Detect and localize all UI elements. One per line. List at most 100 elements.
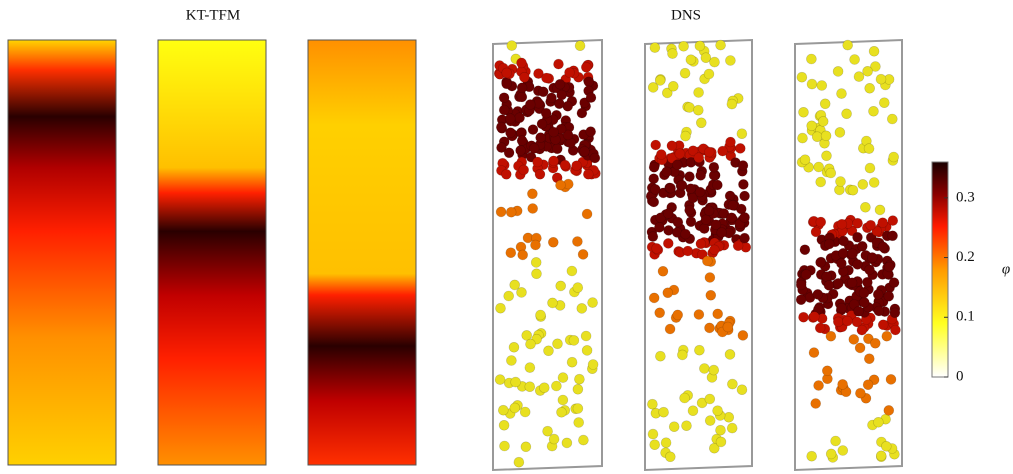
particle [504, 291, 514, 301]
particle [560, 160, 570, 170]
particle [836, 177, 846, 187]
particle [716, 437, 726, 447]
particle [738, 330, 748, 340]
particle [583, 169, 593, 179]
particle [855, 388, 865, 398]
particle [888, 231, 898, 241]
particle [799, 312, 809, 322]
particle [717, 228, 727, 238]
particle [651, 140, 661, 150]
particle [814, 162, 824, 172]
particle [712, 180, 722, 190]
particle [875, 205, 885, 215]
particle [696, 118, 706, 128]
particle [709, 245, 719, 255]
particle [848, 185, 858, 195]
particle [693, 105, 703, 115]
particle [496, 303, 506, 313]
particle [654, 222, 664, 232]
colorbar-label: φ [1002, 261, 1010, 277]
particle [728, 200, 738, 210]
particle [549, 127, 559, 137]
particle [796, 280, 806, 290]
particle [890, 325, 900, 335]
left-title: KT-TFM [186, 7, 240, 23]
particle [858, 179, 868, 189]
particle [713, 406, 723, 416]
particle [699, 224, 709, 234]
particle [539, 383, 549, 393]
particle [696, 170, 706, 180]
particle [501, 169, 511, 179]
particle [536, 310, 546, 320]
particle [818, 116, 828, 126]
particle [557, 407, 567, 417]
particle [886, 374, 896, 384]
particle [648, 429, 658, 439]
particle [704, 69, 714, 79]
particle [800, 155, 810, 165]
particle [499, 93, 509, 103]
particle [694, 345, 704, 355]
colorbar-tick-label: 0.1 [956, 309, 975, 325]
particle [849, 334, 859, 344]
particle [838, 379, 848, 389]
particle [673, 310, 683, 320]
particle [735, 143, 745, 153]
colorbar-tick-label: 0.3 [956, 189, 975, 205]
particle [876, 74, 886, 84]
particle [556, 180, 566, 190]
particle [797, 72, 807, 82]
tfm-panel [158, 40, 266, 465]
particle [686, 55, 696, 65]
colorbar-tick-label: 0 [956, 368, 964, 384]
particle [807, 79, 817, 89]
particle [536, 133, 546, 143]
particle [575, 41, 585, 51]
particle [695, 41, 705, 51]
particle [679, 41, 689, 51]
particle [672, 160, 682, 170]
particle [822, 366, 832, 376]
particle [822, 272, 832, 282]
particle [661, 438, 671, 448]
particle [869, 178, 879, 188]
particle [705, 416, 715, 426]
particle [667, 141, 677, 151]
particle [857, 325, 867, 335]
particle [565, 68, 575, 78]
particle [694, 88, 704, 98]
particle [824, 239, 834, 249]
particle [655, 308, 665, 318]
particle [727, 213, 737, 223]
particle [507, 41, 517, 51]
particle [814, 381, 824, 391]
particle [562, 438, 572, 448]
tfm-panel [8, 40, 116, 465]
particle [809, 312, 819, 322]
particle [807, 451, 817, 461]
particle [820, 99, 830, 109]
particle [516, 145, 526, 155]
particle [537, 119, 547, 129]
particle [713, 309, 723, 319]
particle [685, 103, 695, 113]
particle [582, 209, 592, 219]
colorbar [932, 162, 948, 377]
particle [878, 320, 888, 330]
particle [680, 68, 690, 78]
particle [890, 308, 900, 318]
particle [556, 281, 566, 291]
particle [647, 399, 657, 409]
particle [809, 348, 819, 358]
particle [578, 249, 588, 259]
particle [510, 280, 520, 290]
colorbar-tick-label: 0.2 [956, 249, 975, 265]
particle [826, 331, 836, 341]
particle [582, 345, 592, 355]
particle [727, 379, 737, 389]
particle [533, 157, 543, 167]
particle [665, 324, 675, 334]
particle [553, 339, 563, 349]
particle [865, 163, 875, 173]
